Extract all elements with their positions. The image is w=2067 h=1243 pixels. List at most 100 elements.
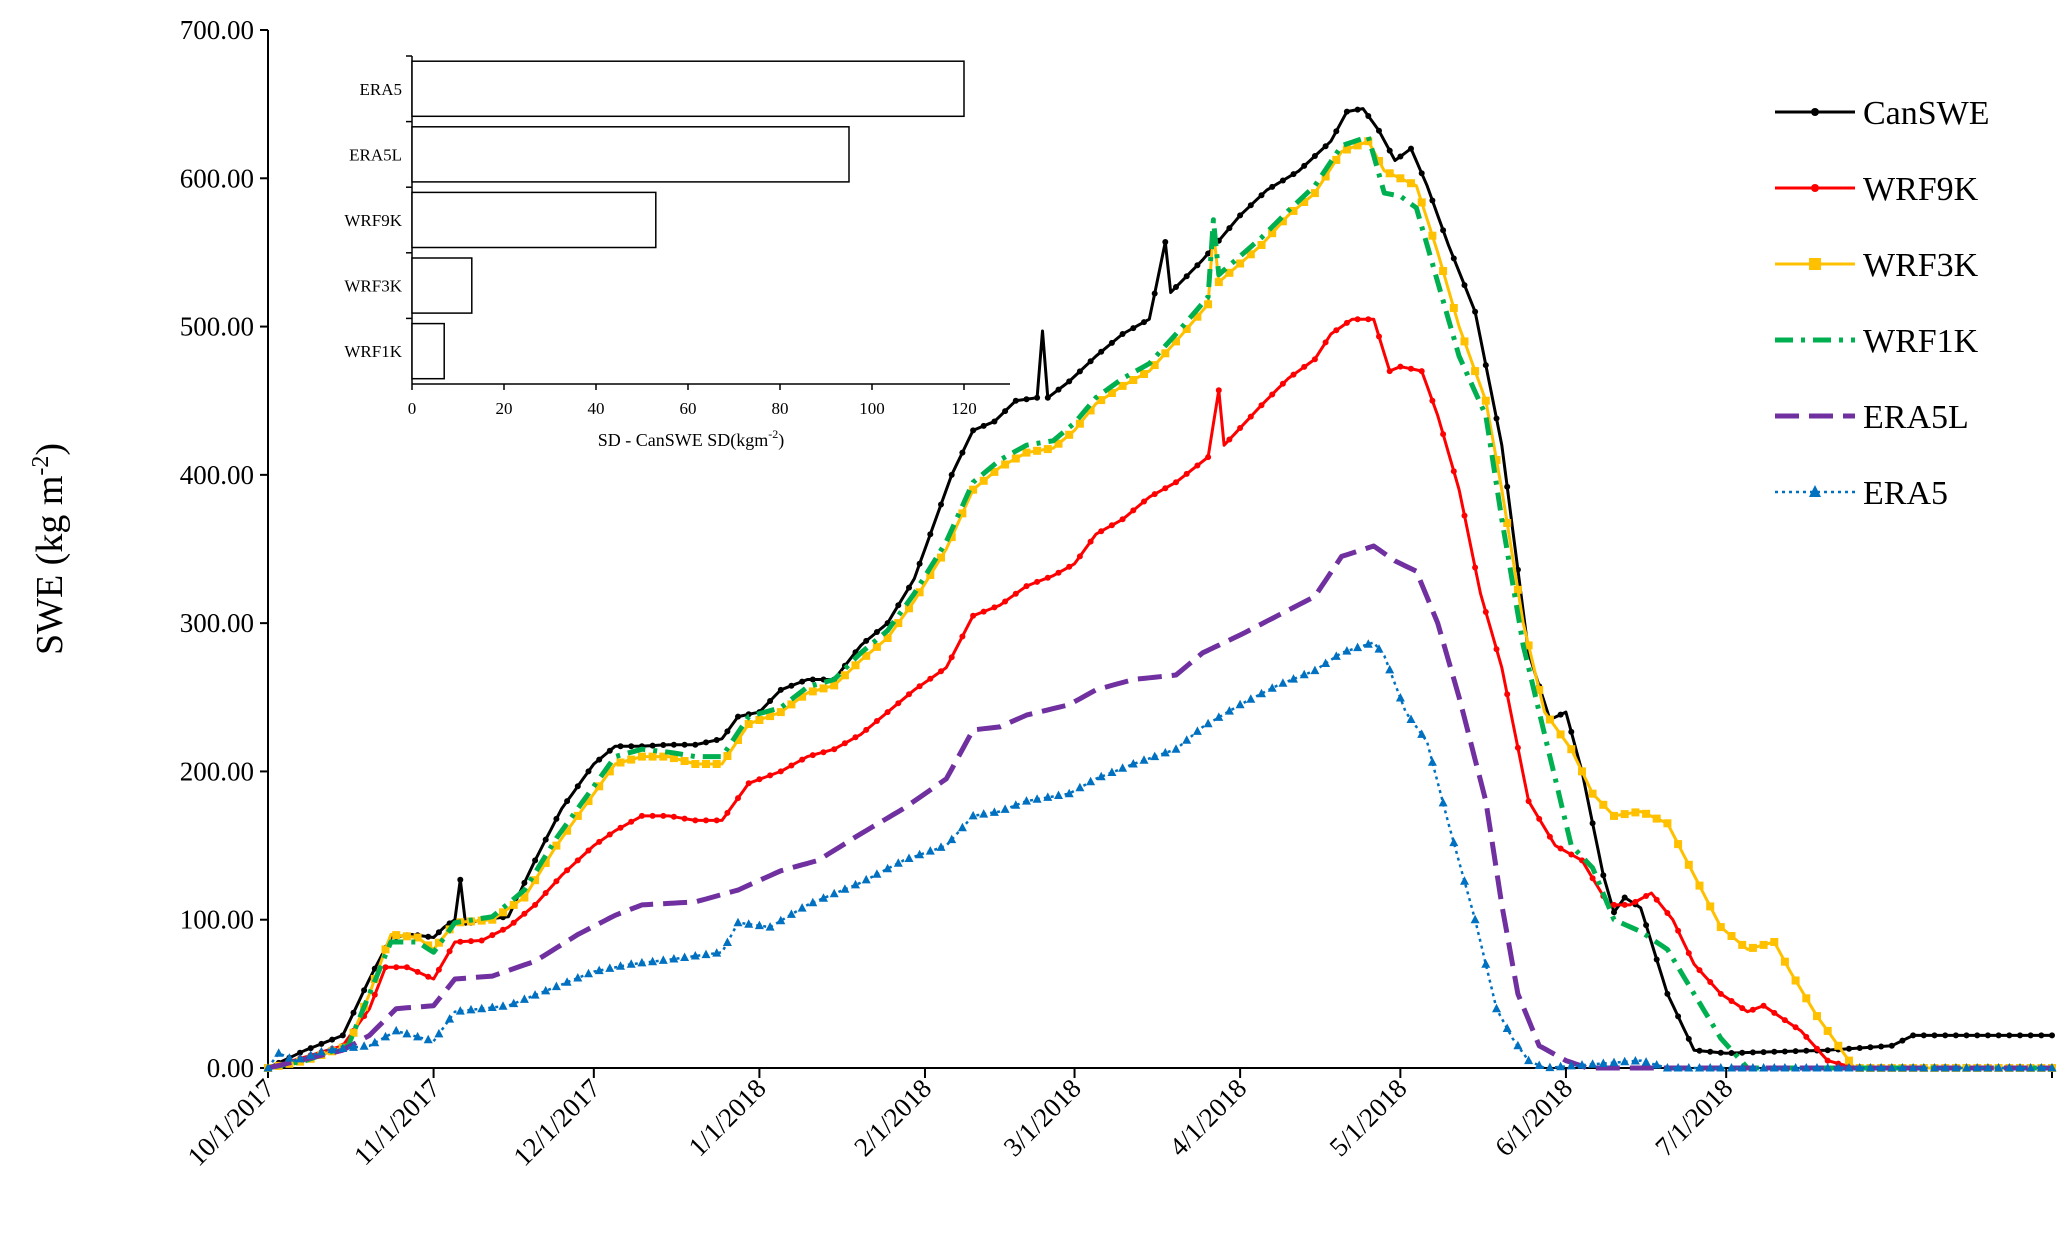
data-point-era5 [306,1050,316,1059]
data-point-wrf9k [414,968,421,975]
data-point-canswe [1974,1032,1981,1039]
data-point-canswe [1600,872,1607,879]
data-point-wrf3k [1791,976,1800,985]
data-point-wrf9k [403,964,410,971]
data-point-era5 [819,893,828,902]
data-point-canswe [1002,408,1009,415]
data-point-canswe [435,929,442,936]
legend-item-wrf1k: WRF1K [1775,323,1979,360]
data-point-wrf9k [970,612,977,619]
data-point-wrf3k [734,736,742,744]
data-point-era5 [1171,744,1181,753]
legend-label: WRF3K [1863,247,1979,284]
data-point-wrf3k [349,1028,358,1037]
data-point-era5 [776,915,786,925]
data-point-wrf9k [1205,454,1212,461]
data-point-canswe [767,698,774,704]
data-point-canswe [906,584,912,591]
data-point-era5 [1000,804,1010,813]
legend-marker [1809,258,1821,270]
data-point-era5 [1940,1063,1950,1072]
data-point-era5 [1897,1063,1907,1072]
data-point-canswe [350,1009,357,1016]
data-point-canswe [927,531,934,538]
data-point-era5 [1096,771,1106,781]
data-point-era5 [1385,664,1395,674]
data-point-wrf9k [1717,990,1724,997]
data-point-canswe [2006,1032,2013,1039]
data-point-wrf9k [1044,574,1051,581]
data-point-wrf9k [1237,425,1244,431]
data-point-era5 [594,965,604,975]
data-point-wrf9k [873,718,880,724]
data-point-era5 [1289,674,1298,683]
data-point-wrf3k [819,684,828,693]
data-point-canswe [1824,1047,1831,1054]
data-point-wrf9k [1130,507,1137,514]
data-point-era5 [519,994,529,1003]
data-point-wrf9k [745,780,752,787]
data-point-canswe [1258,192,1265,199]
data-point-canswe [1910,1032,1917,1039]
data-point-wrf3k [1780,957,1789,966]
inset-x-tick-label: 100 [859,399,885,418]
data-point-canswe [1739,1049,1746,1056]
data-point-era5 [1705,1063,1715,1072]
data-point-canswe [585,768,592,775]
data-point-wrf3k [1236,259,1245,268]
data-point-wrf3k [1214,278,1223,287]
data-point-wrf9k [1183,470,1190,477]
data-point-canswe [703,739,709,746]
data-point-wrf9k [670,813,677,820]
inset-x-tick-label: 120 [951,399,977,418]
data-point-wrf9k [1685,950,1692,957]
data-point-era5 [509,998,519,1008]
data-point-era5 [1128,759,1138,768]
data-point-wrf3k [1845,1056,1853,1065]
data-point-era5 [1577,1060,1587,1069]
data-point-canswe [1205,250,1212,257]
data-point-wrf9k [1589,875,1596,882]
data-point-canswe [521,879,528,886]
data-point-wrf3k [1834,1041,1843,1050]
data-point-era5 [925,846,935,855]
data-point-wrf9k [1482,609,1489,615]
data-point-era5 [1716,1063,1726,1072]
data-point-canswe [670,741,677,748]
data-point-era5 [1566,1060,1576,1070]
data-point-era5 [690,951,700,960]
data-point-wrf9k [1066,563,1073,570]
data-point-wrf3k [499,908,507,917]
data-point-canswe [1269,183,1276,190]
data-point-canswe [1707,1048,1714,1055]
data-point-era5 [327,1044,337,1054]
y-tick-label: 500.00 [180,312,254,342]
data-point-era5 [381,1031,390,1041]
data-point-wrf9k [927,675,934,682]
inset-x-axis-label-text: SD - CanSWE SD(kgm [598,430,769,451]
data-point-era5 [701,949,711,959]
data-point-canswe [1322,143,1329,150]
data-point-wrf9k [532,901,539,908]
data-point-canswe [1343,108,1350,115]
data-point-wrf9k [542,890,549,896]
data-point-wrf9k [435,966,442,973]
data-point-wrf3k [573,811,582,820]
data-point-canswe [2038,1032,2045,1039]
data-point-wrf3k [1556,730,1565,739]
legend-marker [1809,485,1821,497]
data-point-era5 [829,888,839,898]
data-point-wrf9k [735,795,741,802]
data-point-wrf9k [1824,1057,1831,1064]
y-tick-label: 100.00 [180,905,254,935]
data-point-era5 [1224,706,1234,715]
data-point-wrf9k [1440,431,1447,438]
data-point-canswe [1888,1042,1895,1049]
data-point-wrf3k [1321,172,1330,181]
data-point-wrf3k [1631,808,1640,817]
data-point-wrf3k [1770,938,1779,946]
data-point-wrf9k [1151,491,1158,498]
data-point-wrf3k [1567,745,1576,754]
series-group [263,106,2057,1072]
data-point-canswe [692,741,699,748]
